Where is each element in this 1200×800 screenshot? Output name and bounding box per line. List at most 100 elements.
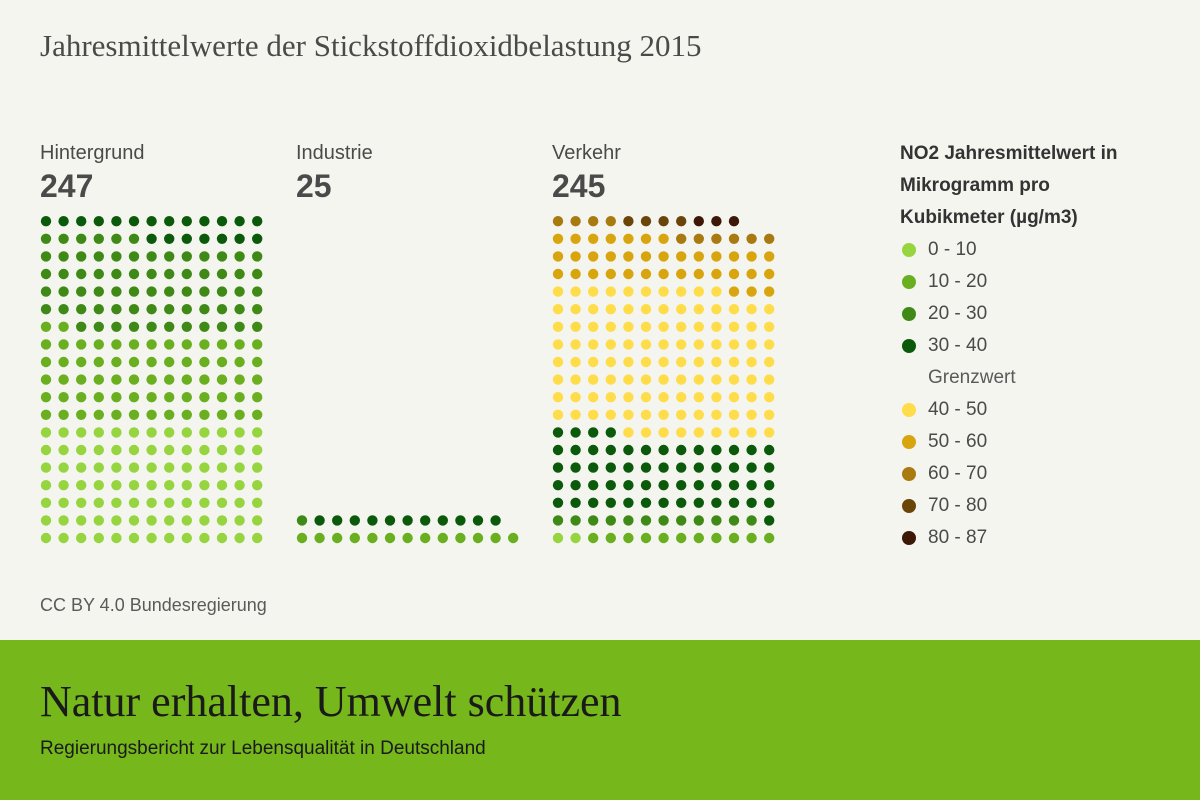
dot-verkehr-130: [552, 356, 564, 368]
dot-verkehr-207: [764, 268, 775, 280]
dot-verkehr-197: [588, 268, 599, 280]
dot-verkehr-33: [676, 497, 687, 508]
dot-hintergrund-100: [199, 409, 210, 420]
dot-hintergrund-205: [216, 268, 228, 280]
dot-hintergrund-169: [40, 304, 52, 315]
dot-hintergrund-8: [181, 532, 192, 544]
dot-hintergrund-165: [199, 321, 210, 332]
dot-hintergrund-20: [164, 515, 175, 526]
dot-verkehr-50: [746, 480, 757, 491]
dot-verkehr-232: [746, 233, 757, 244]
dot-verkehr-152: [711, 339, 722, 350]
dot-verkehr-190: [693, 286, 704, 297]
dot-verkehr-83: [640, 427, 652, 438]
footer-subtitle: Regierungsbericht zur Lebensqualität in …: [40, 738, 486, 759]
dot-verkehr-5: [640, 532, 652, 544]
dot-verkehr-10: [728, 532, 740, 544]
dot-verkehr-61: [711, 462, 722, 473]
dot-verkehr-191: [711, 286, 722, 297]
dot-verkehr-208: [552, 251, 564, 262]
dot-hintergrund-90: [252, 427, 263, 438]
dot-industrie-14: [314, 515, 325, 526]
dot-hintergrund-46: [164, 480, 175, 491]
dot-industrie-0: [296, 532, 308, 544]
dot-hintergrund-163: [164, 321, 175, 332]
dot-verkehr-226: [640, 233, 652, 244]
dot-verkehr-103: [764, 409, 775, 420]
dot-verkehr-44: [640, 480, 652, 491]
dot-industrie-4: [367, 532, 378, 544]
dot-hintergrund-153: [216, 339, 228, 350]
dot-hintergrund-28: [76, 497, 87, 508]
dot-hintergrund-233: [252, 233, 263, 244]
dot-verkehr-90: [764, 427, 775, 438]
dot-hintergrund-162: [146, 321, 157, 332]
dot-hintergrund-222: [58, 233, 69, 244]
legend: NO2 Jahresmittelwert in Mikrogramm pro K…: [900, 138, 1190, 554]
dot-hintergrund-16: [93, 515, 105, 526]
dot-verkehr-167: [746, 321, 757, 332]
dot-hintergrund-232: [234, 233, 245, 244]
dot-verkehr-22: [711, 515, 722, 526]
dot-hintergrund-145: [76, 339, 87, 350]
dot-hintergrund-15: [76, 515, 87, 526]
dot-verkehr-102: [746, 409, 757, 420]
dot-verkehr-169: [552, 304, 564, 315]
dot-verkehr-120: [605, 374, 616, 385]
dot-hintergrund-204: [199, 268, 210, 280]
dot-verkehr-3: [605, 532, 616, 544]
dot-verkehr-134: [623, 356, 634, 368]
dot-hintergrund-200: [128, 268, 140, 280]
dot-verkehr-97: [658, 409, 669, 420]
dot-verkehr-91: [552, 409, 564, 420]
dot-hintergrund-33: [164, 497, 175, 508]
dot-hintergrund-130: [40, 356, 52, 368]
dot-verkehr-230: [711, 233, 722, 244]
dot-verkehr-214: [658, 251, 669, 262]
dot-hintergrund-59: [164, 462, 175, 473]
dot-hintergrund-50: [234, 480, 245, 491]
dot-hintergrund-71: [146, 444, 157, 456]
dot-hintergrund-22: [199, 515, 210, 526]
legend-dot-20-30: [902, 307, 916, 321]
dot-hintergrund-80: [76, 427, 87, 438]
dot-hintergrund-195: [40, 268, 52, 280]
dot-hintergrund-188: [146, 286, 157, 297]
dot-hintergrund-9: [199, 532, 210, 544]
group-label-industrie: Industrie: [296, 142, 373, 164]
dot-verkehr-188: [658, 286, 669, 297]
dot-hintergrund-79: [58, 427, 69, 438]
dot-verkehr-17: [623, 515, 634, 526]
dot-hintergrund-221: [40, 233, 52, 244]
dot-hintergrund-56: [111, 462, 122, 473]
dot-verkehr-211: [605, 251, 616, 262]
dot-hintergrund-211: [93, 251, 105, 262]
dot-hintergrund-214: [146, 251, 157, 262]
dot-hintergrund-108: [111, 392, 122, 403]
legend-item-70-80: 70 - 80: [900, 490, 1190, 522]
dot-hintergrund-113: [199, 392, 210, 403]
dot-verkehr-209: [570, 251, 581, 262]
dot-verkehr-201: [658, 268, 669, 280]
legend-label-40-50: 40 - 50: [928, 399, 988, 420]
dot-hintergrund-217: [199, 251, 210, 262]
source-credit: CC BY 4.0 Bundesregierung: [40, 595, 267, 615]
dot-verkehr-140: [728, 356, 740, 368]
dot-hintergrund-96: [128, 409, 140, 420]
dot-verkehr-117: [552, 374, 564, 385]
dot-verkehr-23: [728, 515, 740, 526]
dot-verkehr-94: [605, 409, 616, 420]
dot-verkehr-244: [728, 216, 740, 227]
dot-industrie-11: [490, 532, 501, 544]
dot-hintergrund-126: [199, 374, 210, 385]
dot-hintergrund-168: [252, 321, 263, 332]
dot-hintergrund-23: [216, 515, 228, 526]
dot-industrie-10: [472, 532, 484, 544]
dot-hintergrund-0: [40, 532, 52, 544]
dot-verkehr-40: [570, 480, 581, 491]
dot-hintergrund-35: [199, 497, 210, 508]
dot-verkehr-27: [570, 497, 581, 508]
dot-verkehr-194: [764, 286, 775, 297]
dot-hintergrund-181: [252, 304, 263, 315]
dot-hintergrund-97: [146, 409, 157, 420]
